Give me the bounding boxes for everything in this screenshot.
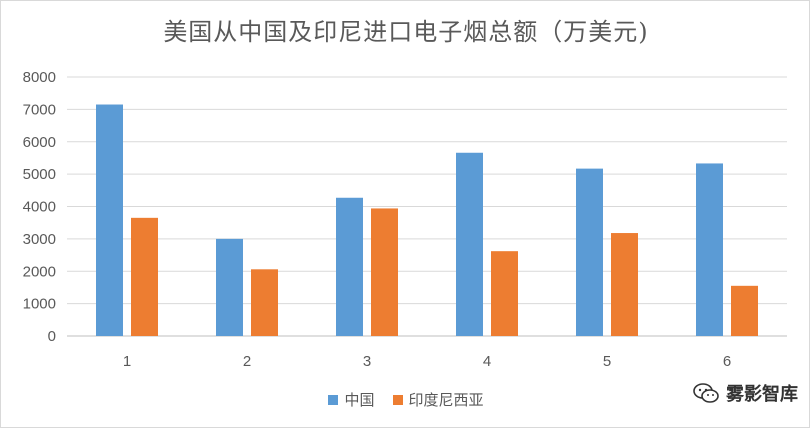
x-tick-label: 2 bbox=[243, 353, 251, 370]
chart-title: 美国从中国及印尼进口电子烟总额（万美元) bbox=[163, 18, 649, 46]
bar-indonesia bbox=[611, 233, 638, 336]
y-tick-label: 1000 bbox=[23, 296, 56, 313]
wechat-icon bbox=[693, 383, 719, 403]
bar-indonesia bbox=[731, 285, 758, 336]
bar-china bbox=[696, 163, 723, 336]
y-tick-label: 7000 bbox=[23, 101, 56, 118]
legend-item-china: 中国 bbox=[328, 389, 375, 410]
legend-label-china: 中国 bbox=[344, 391, 375, 409]
y-tick-label: 4000 bbox=[23, 199, 56, 216]
watermark: 雾影智库 bbox=[692, 380, 798, 406]
y-tick-label: 2000 bbox=[23, 263, 56, 280]
legend-swatch-indonesia bbox=[392, 394, 403, 405]
legend: 中国 印度尼西亚 bbox=[0, 389, 812, 410]
bar-indonesia bbox=[131, 217, 158, 336]
bar-china bbox=[336, 197, 363, 336]
bar-indonesia bbox=[251, 269, 278, 336]
x-tick-label: 1 bbox=[123, 353, 131, 370]
legend-label-indonesia: 印度尼西亚 bbox=[408, 391, 484, 409]
x-tick-label: 4 bbox=[483, 353, 491, 370]
x-tick-label: 6 bbox=[723, 353, 731, 370]
x-tick-label: 5 bbox=[603, 353, 611, 370]
y-tick-label: 0 bbox=[48, 328, 56, 345]
y-tick-label: 5000 bbox=[23, 166, 56, 183]
bar-china bbox=[216, 238, 243, 336]
y-tick-label: 8000 bbox=[23, 69, 56, 86]
bar-china bbox=[456, 152, 483, 336]
bar-indonesia bbox=[371, 208, 398, 336]
bar-china bbox=[96, 104, 123, 336]
x-tick-label: 3 bbox=[363, 353, 371, 370]
bar-china bbox=[576, 168, 603, 336]
legend-swatch-china bbox=[328, 394, 339, 405]
y-tick-label: 3000 bbox=[23, 231, 56, 248]
y-tick-label: 6000 bbox=[23, 134, 56, 151]
bar-indonesia bbox=[491, 251, 518, 336]
legend-item-indonesia: 印度尼西亚 bbox=[392, 389, 484, 410]
watermark-text: 雾影智库 bbox=[726, 384, 798, 405]
